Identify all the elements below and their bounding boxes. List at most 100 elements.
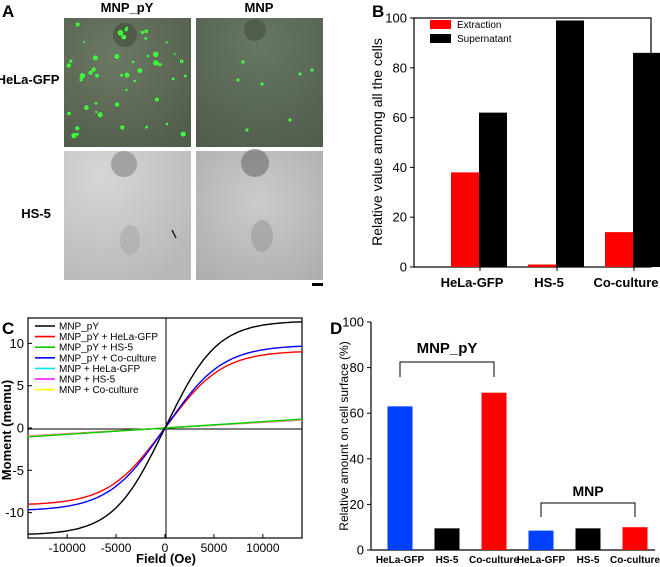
fluorescent-cell xyxy=(114,54,120,59)
panel-b-label: B xyxy=(372,2,384,21)
bar-co-culture-mnp-py xyxy=(481,392,507,550)
legend-label-c: MNP_pY + HS-5 xyxy=(59,343,133,354)
panel-c-label: C xyxy=(2,319,14,338)
fluorescent-cell xyxy=(310,68,314,72)
fluorescent-cell xyxy=(67,111,71,116)
fluorescent-cell xyxy=(124,28,128,32)
group-label-mnp-py: MNP_pY xyxy=(417,340,478,357)
legend-swatch-extraction xyxy=(430,20,451,29)
x-tick-label-c: 0 xyxy=(162,541,169,555)
bar-supernatant-hela-gfp xyxy=(479,112,507,268)
fluorescent-cell xyxy=(120,73,124,77)
panel-d-label: D xyxy=(330,319,342,338)
fluorescent-cell xyxy=(154,97,159,102)
fluorescent-cells-mnp-py xyxy=(66,22,187,139)
fluorescent-cell xyxy=(75,22,80,27)
legend-label-c: MNP + HS-5 xyxy=(59,375,116,386)
fluorescent-cell xyxy=(125,88,128,92)
fluorescent-cell xyxy=(83,40,86,43)
y-tick-label-b: 20 xyxy=(393,210,407,225)
x-tick-label-d: HeLa-GFP xyxy=(517,555,566,566)
fluorescent-cell xyxy=(183,74,187,78)
fluorescent-cell xyxy=(165,41,168,44)
bar-extraction-hs-5 xyxy=(528,264,556,267)
x-tick-label-c: -10000 xyxy=(48,541,86,555)
legend-label-c: MNP_pY + Co-culture xyxy=(59,353,157,364)
x-tick-label-b: Co-culture xyxy=(594,275,659,290)
fluorescent-cell xyxy=(173,53,176,55)
y-axis-label-c: Moment (memu) xyxy=(0,380,14,480)
fluorescent-cell xyxy=(91,67,96,72)
fluorescent-cell xyxy=(245,128,249,132)
y-tick-label-b: 40 xyxy=(393,160,407,175)
fluorescent-cell xyxy=(93,55,98,61)
col-header-mnp-py: MNP_pY xyxy=(101,0,154,15)
fluorescent-cell xyxy=(117,30,124,36)
x-tick-label-d: HS-5 xyxy=(436,555,459,566)
fluorescent-cell xyxy=(179,59,184,64)
fluorescent-cell xyxy=(146,54,150,58)
y-tick-label-c: 0 xyxy=(17,421,24,436)
y-tick-label-c: -5 xyxy=(12,463,24,478)
legend-label-extraction: Extraction xyxy=(457,20,501,31)
legend-b: Extraction Supernatant xyxy=(430,20,512,45)
fluorescent-cell xyxy=(144,37,148,40)
bar-supernatant-hs-5 xyxy=(556,20,584,267)
x-tick-label-b: HeLa-GFP xyxy=(441,275,504,290)
fluorescent-cell xyxy=(88,70,93,75)
col-header-mnp: MNP xyxy=(245,0,274,15)
x-tick-label-d: Co-culture xyxy=(610,555,660,566)
fluorescent-cell xyxy=(158,63,162,67)
legend-label-c: MNP_pY xyxy=(59,322,99,333)
y-tick-label-b: 60 xyxy=(393,110,407,125)
legend-label-c: MNP + Co-culture xyxy=(59,385,139,396)
fluorescent-cell xyxy=(69,59,73,63)
fluorescent-cell xyxy=(260,82,264,86)
x-tick-label-d: HS-5 xyxy=(577,555,600,566)
y-tick-label-b: 100 xyxy=(385,11,407,26)
panel-a-label: A xyxy=(2,2,14,21)
fluorescent-cell xyxy=(66,63,71,68)
panel-a: A MNP_pY MNP HeLa-GFP HS-5 xyxy=(0,0,323,286)
fluorescent-cell xyxy=(145,125,149,129)
group-label-mnp: MNP xyxy=(572,483,603,499)
group-bracket-mnp: MNP xyxy=(540,483,636,517)
fluorescent-cell xyxy=(180,131,186,137)
bar-extraction-co-culture xyxy=(605,232,633,267)
fluorescent-cell xyxy=(120,125,125,130)
y-tick-label-b: 80 xyxy=(393,60,407,75)
legend-label-supernatant: Supernatant xyxy=(457,34,512,45)
y-axis-label-d: Relative amount on cell surface (%) xyxy=(337,341,351,530)
x-tick-label-c: -5000 xyxy=(101,541,132,555)
fluorescent-cell xyxy=(288,118,292,122)
fluorescent-cell xyxy=(95,110,98,114)
y-tick-label-d: 60 xyxy=(350,406,364,421)
fluorescent-cell xyxy=(165,122,169,126)
bar-hela-gfp-mnp-py xyxy=(387,406,413,550)
bar-supernatant-co-culture xyxy=(633,52,660,267)
bar-co-culture-mnp xyxy=(622,527,648,550)
fluorescent-cell xyxy=(95,73,99,78)
fluorescent-cell xyxy=(76,132,79,136)
x-axis-label-c: Field (Oe) xyxy=(136,551,196,566)
fluorescent-cell xyxy=(153,51,159,57)
plot-frame-b xyxy=(413,17,652,268)
legend-label-c: MNP_pY + HeLa-GFP xyxy=(59,332,158,343)
fluorescent-cell xyxy=(94,102,98,105)
fluorescent-cell xyxy=(171,77,175,81)
x-tick-label-b: HS-5 xyxy=(534,275,564,290)
legend-swatch-supernatant xyxy=(430,34,451,43)
row-label-hela-gfp: HeLa-GFP xyxy=(0,72,60,87)
y-tick-label-c: -10 xyxy=(5,505,24,520)
legend-label-c: MNP + HeLa-GFP xyxy=(59,364,141,375)
group-bracket-mnp-py: MNP_pY xyxy=(399,340,495,377)
fluorescent-cell xyxy=(114,102,120,107)
fluorescent-cell xyxy=(236,78,240,82)
y-tick-label-b: 0 xyxy=(400,260,407,275)
fluorescent-cell xyxy=(84,105,89,110)
y-tick-label-d: 80 xyxy=(350,360,364,375)
fluorescent-cell xyxy=(241,60,245,64)
curve-mnp-py xyxy=(27,321,303,535)
fluorescent-cell xyxy=(97,112,103,118)
